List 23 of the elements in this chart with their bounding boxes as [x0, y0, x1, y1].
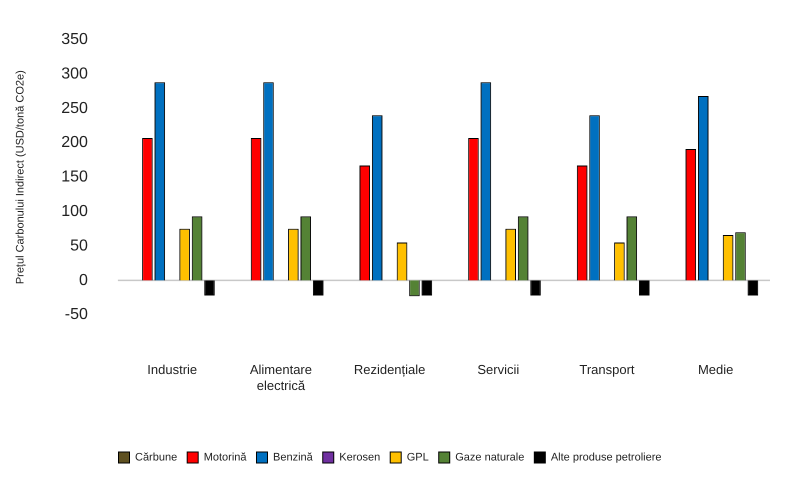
legend-label: Gaze naturale — [455, 452, 524, 464]
y-tick-label: 0 — [78, 272, 88, 289]
y-tick-label: 350 — [61, 31, 88, 48]
y-tick-label: 250 — [61, 100, 88, 117]
legend-label: GPL — [406, 452, 429, 464]
legend-label: Alte produse petroliere — [550, 452, 662, 464]
y-axis-title: Prețul Carbonului Indirect (USD/tonă CO2e) — [14, 70, 27, 284]
x-tick-label: Rezidențiale — [354, 362, 426, 378]
y-tick-label: 100 — [61, 203, 88, 220]
y-tick-label: 150 — [61, 168, 88, 186]
y-tick-label: 50 — [70, 237, 88, 254]
y-tick-label: -50 — [64, 306, 88, 324]
y-tick-label: 200 — [61, 134, 88, 152]
legend-label: Benzină — [272, 452, 314, 464]
x-tick-label: Servicii — [477, 362, 520, 378]
y-tick-label: 300 — [61, 65, 88, 82]
legend-label: Motorină — [204, 452, 248, 464]
legend-label: Kerosen — [339, 452, 380, 464]
x-tick-label: Alimentare electrică — [250, 362, 312, 393]
legend-label: Cărbune — [135, 452, 178, 464]
x-tick-label: Transport — [579, 362, 635, 378]
x-tick-label: Industrie — [147, 362, 198, 378]
x-tick-label: Medie — [698, 362, 734, 378]
